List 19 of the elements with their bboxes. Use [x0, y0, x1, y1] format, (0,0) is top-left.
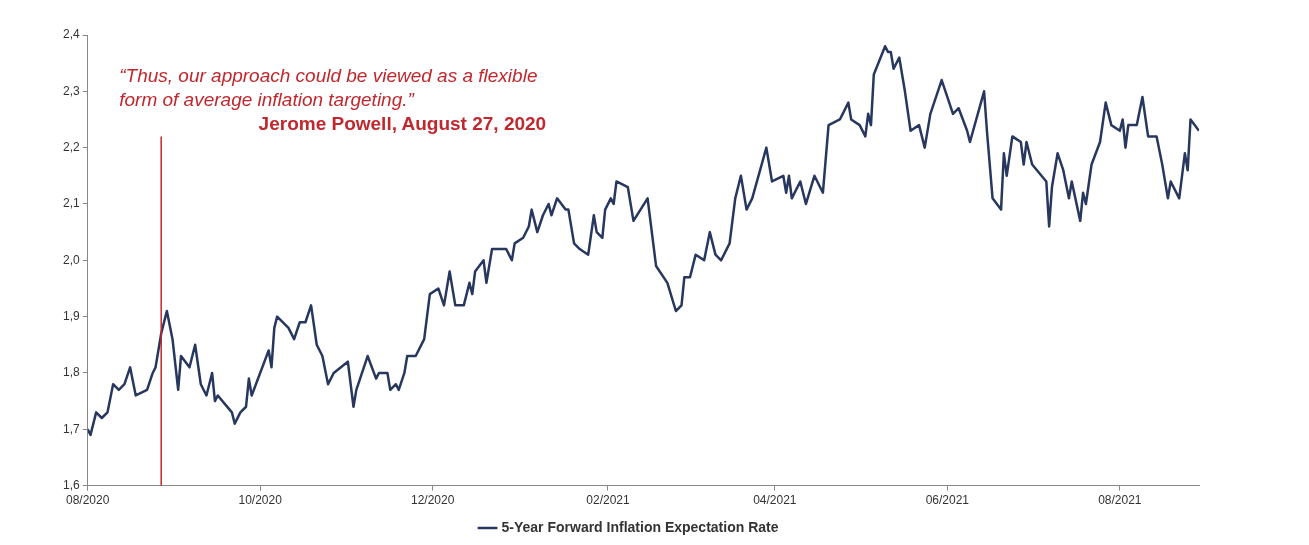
y-tick-label: 1,7: [62, 421, 80, 436]
y-tick-label: 2,0: [62, 252, 80, 267]
y-tick-label: 1,6: [62, 477, 80, 492]
annotation: Jerome Powell, August 27, 2020: [258, 113, 547, 134]
annotation: “Thus, our approach could be viewed as a flexible form of average inflation targeting.”: [119, 65, 538, 110]
y-tick-label: 2,4: [62, 27, 80, 42]
legend-label: 5-Year Forward Inflation Expectation Rate: [501, 518, 779, 535]
x-tick-label: 02/2021: [586, 493, 630, 508]
x-tick-label: 10/2020: [238, 493, 283, 508]
x-tick-label: 12/2020: [410, 493, 455, 508]
y-tick-label: 2,3: [62, 83, 80, 98]
x-tick-label: 08/2020: [65, 493, 110, 508]
y-tick-label: 2,1: [62, 196, 80, 211]
x-tick-label: 04/2021: [753, 493, 797, 508]
y-tick-label: 1,9: [62, 308, 80, 323]
y-tick-label: 1,8: [62, 365, 80, 380]
y-tick-label: 2,2: [62, 139, 80, 154]
x-tick-label: 06/2021: [925, 493, 970, 508]
x-tick-label: 08/2021: [1098, 493, 1142, 508]
